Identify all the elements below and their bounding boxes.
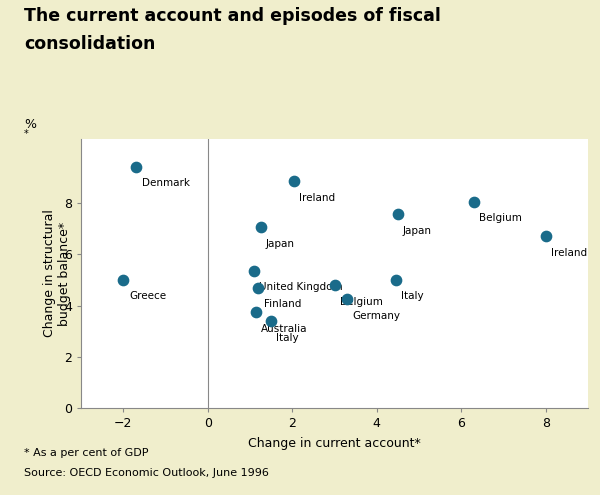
Text: Greece: Greece (130, 292, 167, 301)
Point (266, 317, 276, 325)
Point (256, 223, 265, 231)
Text: Ireland: Ireland (551, 248, 587, 258)
Text: Ireland: Ireland (299, 193, 335, 202)
Point (250, 267, 259, 275)
Text: Germany: Germany (352, 311, 400, 321)
Text: Finland: Finland (263, 299, 301, 309)
Text: Japan: Japan (266, 239, 295, 249)
Point (393, 210, 403, 218)
Text: *: * (24, 129, 29, 139)
Text: Belgium: Belgium (340, 297, 382, 306)
Y-axis label: Change in structural
budget balance*: Change in structural budget balance* (43, 209, 71, 338)
Text: * As a per cent of GDP: * As a per cent of GDP (24, 448, 149, 458)
Point (131, 163, 141, 171)
Text: Italy: Italy (401, 292, 424, 301)
Text: United Kingdom: United Kingdom (259, 283, 343, 293)
Point (343, 295, 352, 303)
Point (541, 232, 551, 240)
Text: The current account and episodes of fiscal: The current account and episodes of fisc… (24, 7, 441, 25)
Text: Denmark: Denmark (142, 178, 190, 189)
Point (469, 198, 479, 205)
Text: consolidation: consolidation (24, 35, 155, 52)
Text: %: % (24, 118, 36, 131)
Text: Belgium: Belgium (479, 213, 522, 223)
Point (118, 276, 128, 284)
X-axis label: Change in current account*: Change in current account* (248, 438, 421, 450)
Text: Italy: Italy (276, 333, 299, 343)
Point (391, 276, 401, 284)
Point (290, 177, 299, 185)
Text: Source: OECD Economic Outlook, June 1996: Source: OECD Economic Outlook, June 1996 (24, 468, 269, 478)
Point (330, 281, 340, 289)
Point (254, 284, 263, 292)
Text: Japan: Japan (403, 226, 432, 236)
Text: Australia: Australia (262, 324, 308, 334)
Point (251, 308, 261, 316)
